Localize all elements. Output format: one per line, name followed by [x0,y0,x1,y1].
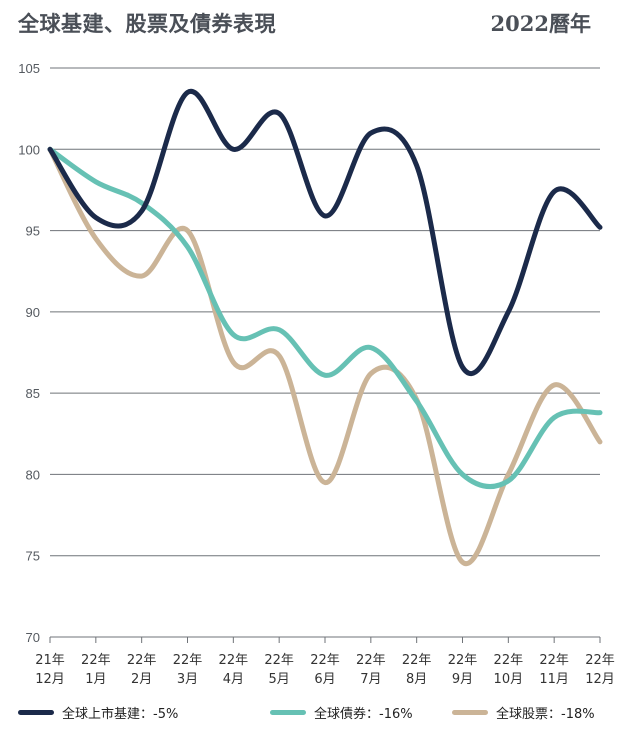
x-tick-month-12: 12月 [585,672,615,687]
x-tick-month-8: 8月 [406,672,427,687]
y-tick-100: 100 [18,142,40,157]
grid-lines [50,67,600,638]
legend-swatch-equities [452,710,488,715]
x-tick-year-11: 22年 [539,653,569,668]
x-tick-month-3: 3月 [177,672,198,687]
y-tick-95: 95 [26,224,40,239]
series-line-equities [47,146,603,567]
x-tick-month-7: 7月 [360,672,381,687]
x-tick-year-8: 22年 [402,653,432,668]
legend-item-equities: 全球股票：-18% [452,703,595,722]
y-axis-ticks: 105 100 95 90 85 80 75 70 [18,61,40,645]
x-tick-year-1: 22年 [81,653,111,668]
x-tick-year-9: 22年 [448,653,478,668]
y-tick-80: 80 [26,467,40,482]
chart-title: 全球基建、股票及債券表現 [18,12,276,36]
x-axis: 21年 12月 22年 1月 22年 2月 22年 3月 22年 4月 22年 5月 22年 6月 22年 7… [35,636,615,687]
x-tick-month-11: 11月 [539,672,569,687]
x-tick-month-4: 4月 [223,672,244,687]
series-line-infrastructure [47,88,603,377]
legend-item-bonds: 全球債券：-16% [270,703,413,722]
period-label: 2022曆年 [490,11,591,36]
series-line-bonds [47,146,603,490]
legend-swatch-infrastructure [18,710,54,715]
legend-swatch-bonds [270,710,306,715]
x-tick-year-4: 22年 [219,653,249,668]
x-tick-month-2: 2月 [131,672,152,687]
y-tick-75: 75 [26,549,40,564]
x-tick-month-0: 12月 [35,672,65,687]
x-tick-year-7: 22年 [356,653,386,668]
y-tick-105: 105 [18,61,40,76]
series-lines [47,88,603,567]
legend-label-infrastructure: 全球上市基建：-5% [62,707,179,722]
x-tick-year-3: 22年 [173,653,203,668]
x-tick-year-6: 22年 [310,653,340,668]
legend: 全球上市基建：-5% 全球債券：-16% 全球股票：-18% [0,703,633,725]
line-chart: 105 100 95 90 85 80 75 70 21年 12月 22年 1月 22年 2月 22年 3月… [18,61,615,687]
legend-label-equities: 全球股票：-18% [496,707,595,722]
x-tick-month-5: 5月 [269,672,290,687]
legend-item-infrastructure: 全球上市基建：-5% [18,703,178,722]
y-tick-70: 70 [26,630,40,645]
x-tick-month-10: 10月 [494,672,524,687]
legend-label-bonds: 全球債券：-16% [314,707,413,722]
x-tick-year-5: 22年 [264,653,294,668]
x-tick-year-0: 21年 [35,653,65,668]
x-tick-year-10: 22年 [494,653,524,668]
x-tick-month-9: 9月 [452,672,473,687]
x-tick-month-1: 1月 [85,672,106,687]
x-tick-year-12: 22年 [585,653,615,668]
y-tick-90: 90 [26,305,40,320]
y-tick-85: 85 [26,386,40,401]
x-tick-year-2: 22年 [127,653,157,668]
x-tick-month-6: 6月 [314,672,335,687]
